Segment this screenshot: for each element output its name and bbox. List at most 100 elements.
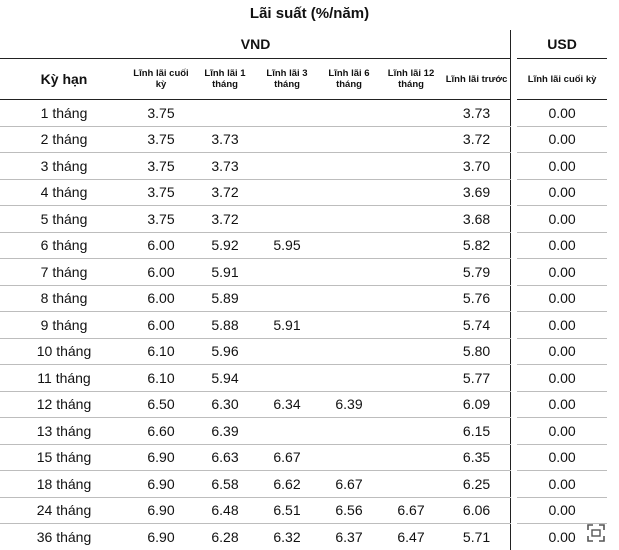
vnd-rate-cell: 6.00 (128, 258, 194, 286)
vnd-rate-cell: 6.56 (318, 497, 380, 524)
vnd-rate-cell: 3.75 (128, 152, 194, 180)
vnd-rate-cell: 3.73 (442, 99, 518, 127)
usd-rate-cell: 0.00 (513, 285, 608, 312)
term-column-header: Kỳ hạn (0, 58, 128, 100)
vnd-rate-cell (318, 444, 380, 471)
vnd-col-header: Lĩnh lãi cuối kỳ (128, 58, 194, 100)
vnd-rate-cell (256, 205, 318, 233)
table-row: 11 tháng 6.10 5.94 5.77 0.00 (0, 364, 608, 392)
term-cell: 7 tháng (0, 258, 128, 286)
usd-rate-cell: 0.00 (513, 444, 608, 471)
vnd-rate-cell: 3.72 (194, 179, 256, 206)
usd-rate-cell: 0.00 (513, 232, 608, 259)
vnd-rate-cell: 6.06 (442, 497, 518, 524)
vnd-rate-cell (256, 99, 318, 127)
vnd-rate-cell (256, 338, 318, 365)
table-row: 6 tháng 6.00 5.92 5.95 5.82 0.00 (0, 232, 608, 259)
vnd-rate-cell: 5.79 (442, 258, 518, 286)
table-row: 4 tháng 3.75 3.72 3.69 0.00 (0, 179, 608, 206)
vnd-rate-cell: 6.63 (194, 444, 256, 471)
vnd-rate-cell: 6.67 (380, 497, 442, 524)
vnd-rate-cell: 5.74 (442, 311, 518, 339)
vnd-rate-cell: 3.73 (194, 152, 256, 180)
term-cell: 24 tháng (0, 497, 128, 524)
rate-rows: 1 tháng 3.75 3.73 0.00 2 tháng 3.75 3.73 3.72 0.… (0, 99, 608, 550)
vnd-rate-cell (318, 126, 380, 153)
vnd-rate-cell (318, 364, 380, 392)
vnd-rate-cell: 3.70 (442, 152, 518, 180)
term-cell: 5 tháng (0, 205, 128, 233)
vnd-rate-cell: 6.10 (128, 338, 194, 365)
vnd-rate-cell: 6.67 (318, 470, 380, 498)
vnd-rate-cell (318, 338, 380, 365)
vnd-rate-cell: 6.50 (128, 391, 194, 418)
term-cell: 36 tháng (36, 528, 92, 545)
table-row: 15 tháng 6.90 6.63 6.67 6.35 0.00 (0, 444, 608, 471)
term-cell: 4 tháng (0, 179, 128, 206)
vnd-rate-cell: 3.72 (442, 126, 518, 153)
vnd-rate-cell (256, 258, 318, 286)
term-cell: 3 tháng (0, 152, 128, 180)
vnd-rate-cell: 3.75 (128, 126, 194, 153)
vnd-rate-cell (318, 99, 380, 127)
table-row: 3 tháng 3.75 3.73 3.70 0.00 (0, 152, 608, 180)
vnd-rate-cell: 6.62 (256, 470, 318, 498)
term-cell: 9 tháng (0, 311, 128, 339)
vnd-col-header: Lĩnh lãi 3 tháng (256, 58, 318, 100)
vnd-rate-cell: 6.15 (442, 417, 518, 445)
vnd-rate-cell: 5.95 (256, 232, 318, 259)
vnd-rate-cell (380, 126, 442, 153)
vnd-rate-cell: 6.28 (211, 528, 239, 545)
vnd-rate-cell (256, 152, 318, 180)
vnd-rate-cell (318, 179, 380, 206)
vnd-rate-cell (380, 311, 442, 339)
vnd-rate-cell (194, 99, 256, 127)
vnd-rate-cell: 5.77 (442, 364, 518, 392)
vnd-rate-cell: 6.90 (128, 444, 194, 471)
vnd-col-header: Lĩnh lãi 6 tháng (318, 58, 380, 100)
usd-rate-cell: 0.00 (513, 152, 608, 180)
image-expand-icon[interactable] (587, 524, 605, 542)
vnd-rate-cell (256, 364, 318, 392)
vnd-rate-cell: 3.75 (128, 205, 194, 233)
vnd-rate-cell: 3.68 (442, 205, 518, 233)
vnd-rate-cell (380, 338, 442, 365)
vnd-rate-cell (380, 205, 442, 233)
vnd-rate-cell: 5.71 (442, 523, 518, 550)
table-row: 36 tháng 6.90 6.28 6.32 6.37 6.47 5.71 0.00 (0, 523, 608, 550)
table-row: 18 tháng 6.90 6.58 6.62 6.67 6.25 0.00 (0, 470, 608, 498)
vnd-rate-cell (380, 470, 442, 498)
term-cell: 13 tháng (0, 417, 128, 445)
vnd-rate-cell: 5.89 (194, 285, 256, 312)
vnd-col-header: Lĩnh lãi 1 tháng (194, 58, 256, 100)
vnd-group-header: VND (0, 30, 518, 59)
term-cell: 1 tháng (0, 99, 128, 127)
usd-rate-cell: 0.00 (513, 205, 608, 233)
table-title: Lãi suất (%/năm) (249, 5, 370, 22)
vnd-rate-cell: 5.92 (194, 232, 256, 259)
vnd-rate-cell: 6.39 (318, 391, 380, 418)
vnd-rate-cell (380, 285, 442, 312)
vnd-rate-cell (380, 99, 442, 127)
usd-rate-cell: 0.00 (513, 338, 608, 365)
vnd-col-header: Lĩnh lãi trước (442, 58, 518, 100)
vnd-rate-cell: 6.67 (256, 444, 318, 471)
vnd-rate-cell (256, 285, 318, 312)
usd-rate-cell: 0.00 (513, 417, 608, 445)
vnd-rate-cell: 6.30 (194, 391, 256, 418)
usd-group-header: USD (513, 30, 608, 59)
table-row: 12 tháng 6.50 6.30 6.34 6.39 6.09 0.00 (0, 391, 608, 418)
vnd-rate-cell: 5.82 (442, 232, 518, 259)
vnd-rate-cell: 6.47 (397, 528, 425, 545)
vnd-rate-cell (380, 152, 442, 180)
vnd-rate-cell (318, 232, 380, 259)
usd-rate-cell: 0.00 (513, 311, 608, 339)
vnd-rate-cell: 6.48 (194, 497, 256, 524)
vnd-rate-cell (318, 417, 380, 445)
table-row: 2 tháng 3.75 3.73 3.72 0.00 (0, 126, 608, 153)
usd-rate-cell: 0.00 (513, 126, 608, 153)
table-row: 1 tháng 3.75 3.73 0.00 (0, 99, 608, 127)
vnd-rate-cell: 6.90 (128, 470, 194, 498)
vnd-rate-cell (380, 179, 442, 206)
table-row: 24 tháng 6.90 6.48 6.51 6.56 6.67 6.06 0.00 (0, 497, 608, 524)
